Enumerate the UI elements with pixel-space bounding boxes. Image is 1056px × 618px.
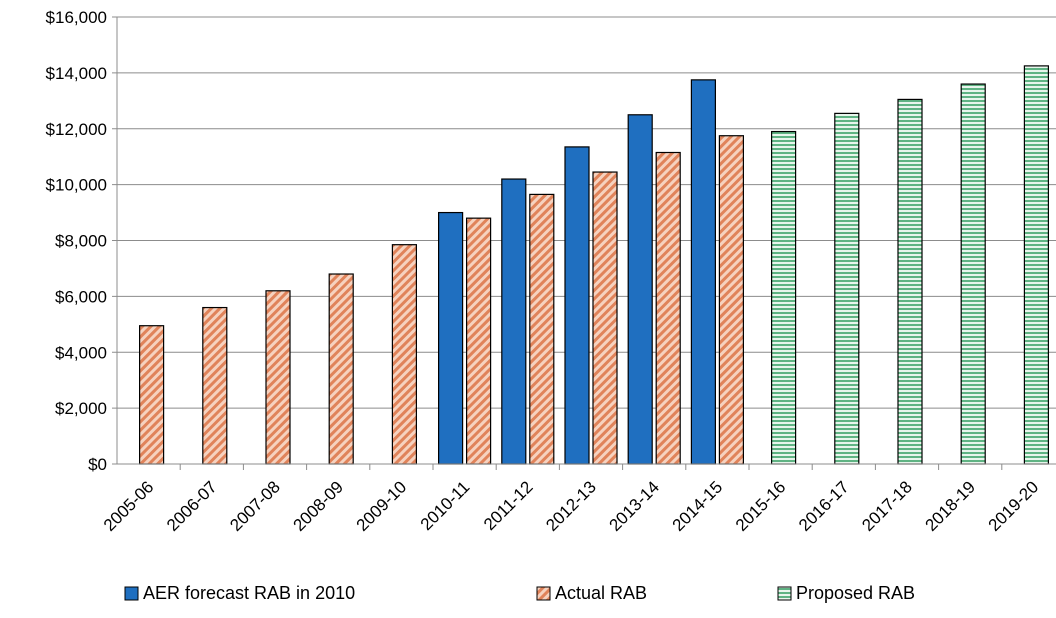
bar-actual-rab-2012-13 [592,171,618,465]
x-tick-label-2017-18: 2017-18 [858,477,916,535]
legend-label-actual-rab: Actual RAB [555,583,647,603]
legend-label-proposed-rab: Proposed RAB [796,583,915,603]
bar-actual-rab-2005-06 [139,325,165,465]
x-tick-label-2018-19: 2018-19 [921,477,979,535]
bar-proposed-rab-2019-20 [1023,65,1050,465]
legend-label-aer-forecast-rab-in-2010: AER forecast RAB in 2010 [143,583,355,603]
legend-swatch-actual-rab [536,586,551,601]
x-tick-label-2005-06: 2005-06 [100,477,158,535]
legend-swatch-proposed-rab [777,586,792,601]
y-tick-label: $8,000 [55,232,107,251]
bar-actual-rab-2009-10 [391,244,417,465]
bar-actual-rab-2008-09 [328,273,354,465]
y-tick-label: $10,000 [46,176,107,195]
bar-actual-rab-2014-15 [718,135,745,465]
bar-actual-rab-2006-07 [202,306,228,465]
y-tick-label: $14,000 [46,64,107,83]
y-tick-label: $0 [88,455,107,474]
axes [112,16,1056,470]
bar-proposed-rab-2017-18 [897,98,923,465]
bar-aer-forecast-rab-in-2010-2013-14 [627,114,653,465]
x-tick-label-2007-08: 2007-08 [226,477,284,535]
bar-actual-rab-2013-14 [655,151,681,465]
y-axis-tick-labels: $0 $2,000 $4,000 $6,000 $8,000 $10,000 $12,000… [46,8,107,474]
y-tick-label: $2,000 [55,399,107,418]
x-tick-label-2016-17: 2016-17 [795,477,853,535]
bar-actual-rab-2010-11 [466,217,492,465]
bar-aer-forecast-rab-in-2010-2012-13 [564,146,590,465]
x-tick-label-2019-20: 2019-20 [985,477,1043,535]
x-axis-tick-labels: 2005-06 2006-07 2007-08 2008-09 2009-10 2010-… [100,477,1042,535]
x-tick-label-2015-16: 2015-16 [732,477,790,535]
y-tick-label: $12,000 [46,120,107,139]
y-tick-label: $16,000 [46,8,107,27]
bar-proposed-rab-2016-17 [834,112,860,465]
bar-actual-rab-2011-12 [529,193,555,465]
x-tick-label-2008-09: 2008-09 [289,477,347,535]
x-tick-label-2009-10: 2009-10 [353,477,411,535]
legend: AER forecast RAB in 2010 Actual RAB Propos… [124,583,915,603]
x-tick-label-2010-11: 2010-11 [417,477,474,534]
x-tick-label-2014-15: 2014-15 [669,477,727,535]
bar-actual-rab-2007-08 [265,290,291,465]
y-tick-label: $4,000 [55,343,107,362]
bar-proposed-rab-2018-19 [960,83,986,465]
x-tick-label-2012-13: 2012-13 [542,477,600,535]
bar-aer-forecast-rab-in-2010-2014-15 [690,79,717,465]
x-tick-label-2013-14: 2013-14 [605,477,663,535]
legend-swatch-aer-forecast-rab-in-2010 [124,586,139,601]
bar-aer-forecast-rab-in-2010-2010-11 [438,211,464,465]
x-tick-label-2006-07: 2006-07 [163,477,221,535]
x-tick-label-2011-12: 2011-12 [480,477,537,534]
y-tick-label: $6,000 [55,287,107,306]
bar-aer-forecast-rab-in-2010-2011-12 [501,178,527,465]
bars [139,65,1050,465]
bar-proposed-rab-2015-16 [770,130,797,465]
